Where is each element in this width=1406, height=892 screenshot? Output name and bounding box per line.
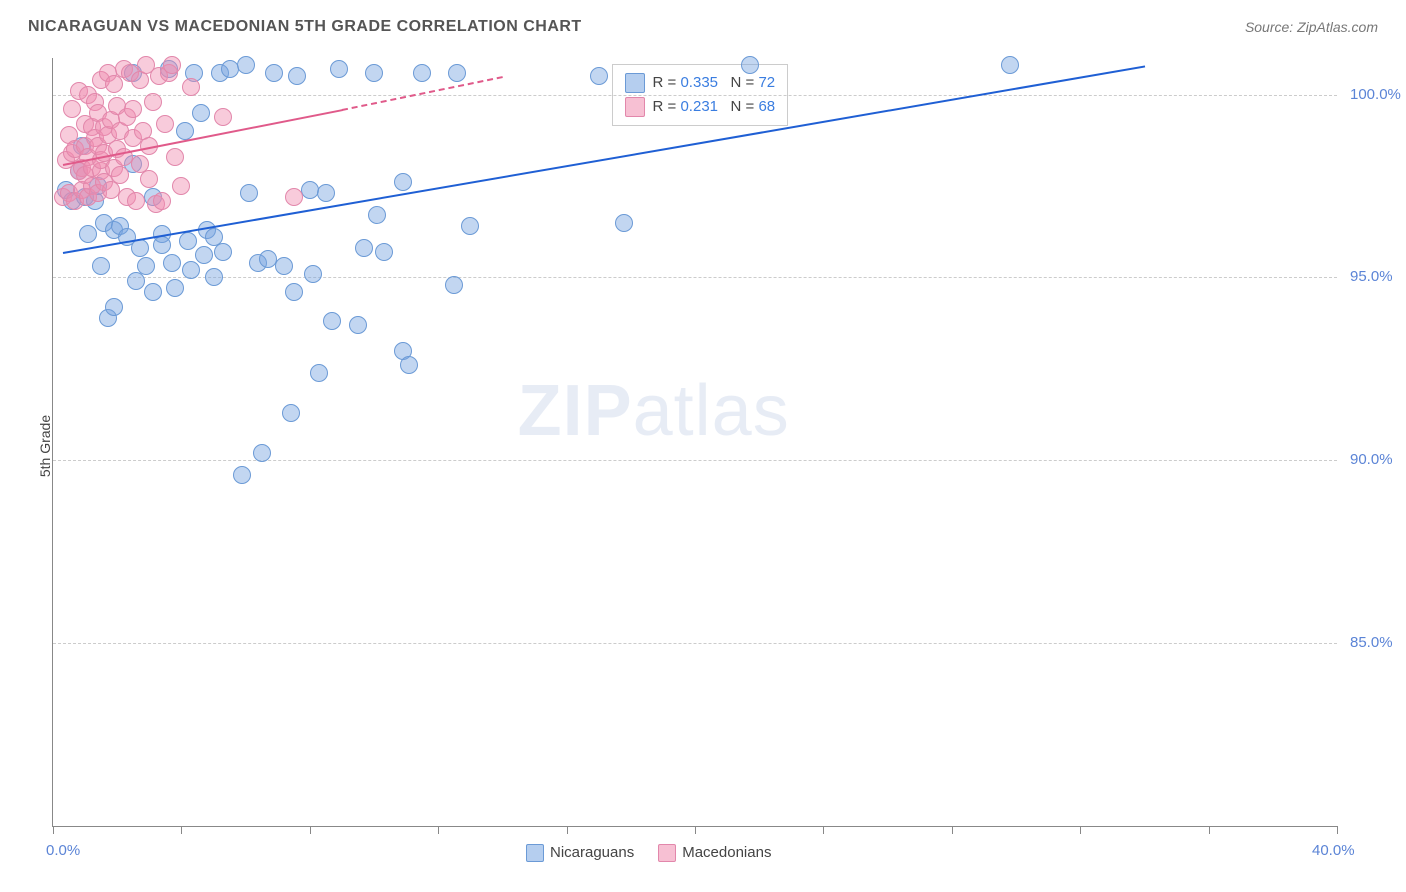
data-point — [153, 192, 171, 210]
data-point — [182, 78, 200, 96]
y-tick-label: 95.0% — [1350, 268, 1393, 285]
data-point — [192, 104, 210, 122]
data-point — [615, 214, 633, 232]
data-point — [156, 115, 174, 133]
data-point — [282, 404, 300, 422]
data-point — [144, 93, 162, 111]
data-point — [166, 148, 184, 166]
data-point — [590, 67, 608, 85]
gridline — [53, 460, 1337, 461]
data-point — [163, 56, 181, 74]
data-point — [368, 206, 386, 224]
x-tick — [310, 826, 311, 834]
x-tick — [438, 826, 439, 834]
data-point — [461, 217, 479, 235]
data-point — [365, 64, 383, 82]
x-tick — [823, 826, 824, 834]
data-point — [310, 364, 328, 382]
data-point — [285, 188, 303, 206]
data-point — [63, 100, 81, 118]
data-point — [105, 298, 123, 316]
x-tick — [1209, 826, 1210, 834]
data-point — [400, 356, 418, 374]
y-tick-label: 100.0% — [1350, 86, 1401, 103]
data-point — [413, 64, 431, 82]
legend-row: R = 0.335 N = 72 — [625, 71, 776, 95]
data-point — [288, 67, 306, 85]
legend-row: R = 0.231 N = 68 — [625, 95, 776, 119]
data-point — [182, 261, 200, 279]
data-point — [445, 276, 463, 294]
legend-item: Nicaraguans — [526, 844, 634, 862]
gridline — [53, 277, 1337, 278]
source-label: Source: ZipAtlas.com — [1245, 19, 1378, 35]
x-tick — [567, 826, 568, 834]
data-point — [205, 268, 223, 286]
x-tick — [1080, 826, 1081, 834]
data-point — [349, 316, 367, 334]
data-point — [741, 56, 759, 74]
legend-series: Nicaraguans Macedonians — [526, 844, 771, 862]
data-point — [179, 232, 197, 250]
data-point — [394, 173, 412, 191]
y-axis-title: 5th Grade — [37, 415, 53, 477]
data-point — [317, 184, 335, 202]
data-point — [79, 225, 97, 243]
data-point — [140, 170, 158, 188]
data-point — [285, 283, 303, 301]
data-point — [214, 243, 232, 261]
plot-area: ZIPatlas R = 0.335 N = 72R = 0.231 N = 6… — [52, 58, 1337, 827]
data-point — [240, 184, 258, 202]
title-bar: NICARAGUAN VS MACEDONIAN 5TH GRADE CORRE… — [28, 18, 1378, 36]
data-point — [214, 108, 232, 126]
data-point — [144, 283, 162, 301]
data-point — [1001, 56, 1019, 74]
data-point — [137, 257, 155, 275]
data-point — [265, 64, 283, 82]
x-tick — [1337, 826, 1338, 834]
chart-title: NICARAGUAN VS MACEDONIAN 5TH GRADE CORRE… — [28, 18, 582, 36]
data-point — [153, 236, 171, 254]
data-point — [253, 444, 271, 462]
data-point — [163, 254, 181, 272]
data-point — [237, 56, 255, 74]
data-point — [375, 243, 393, 261]
data-point — [448, 64, 466, 82]
x-tick — [695, 826, 696, 834]
data-point — [233, 466, 251, 484]
x-tick — [181, 826, 182, 834]
data-point — [172, 177, 190, 195]
data-point — [301, 181, 319, 199]
legend-item: Macedonians — [658, 844, 771, 862]
watermark-light: atlas — [633, 371, 790, 451]
x-tick-label: 0.0% — [46, 842, 80, 859]
gridline — [53, 643, 1337, 644]
data-point — [92, 257, 110, 275]
data-point — [323, 312, 341, 330]
data-point — [195, 246, 213, 264]
data-point — [124, 100, 142, 118]
data-point — [111, 166, 129, 184]
data-point — [166, 279, 184, 297]
y-tick-label: 90.0% — [1350, 451, 1393, 468]
x-tick — [53, 826, 54, 834]
watermark: ZIPatlas — [518, 370, 790, 452]
y-tick-label: 85.0% — [1350, 634, 1393, 651]
data-point — [127, 192, 145, 210]
gridline — [53, 95, 1337, 96]
data-point — [176, 122, 194, 140]
watermark-bold: ZIP — [518, 371, 633, 451]
data-point — [355, 239, 373, 257]
x-tick — [952, 826, 953, 834]
x-tick-label: 40.0% — [1312, 842, 1355, 859]
data-point — [304, 265, 322, 283]
data-point — [330, 60, 348, 78]
data-point — [275, 257, 293, 275]
